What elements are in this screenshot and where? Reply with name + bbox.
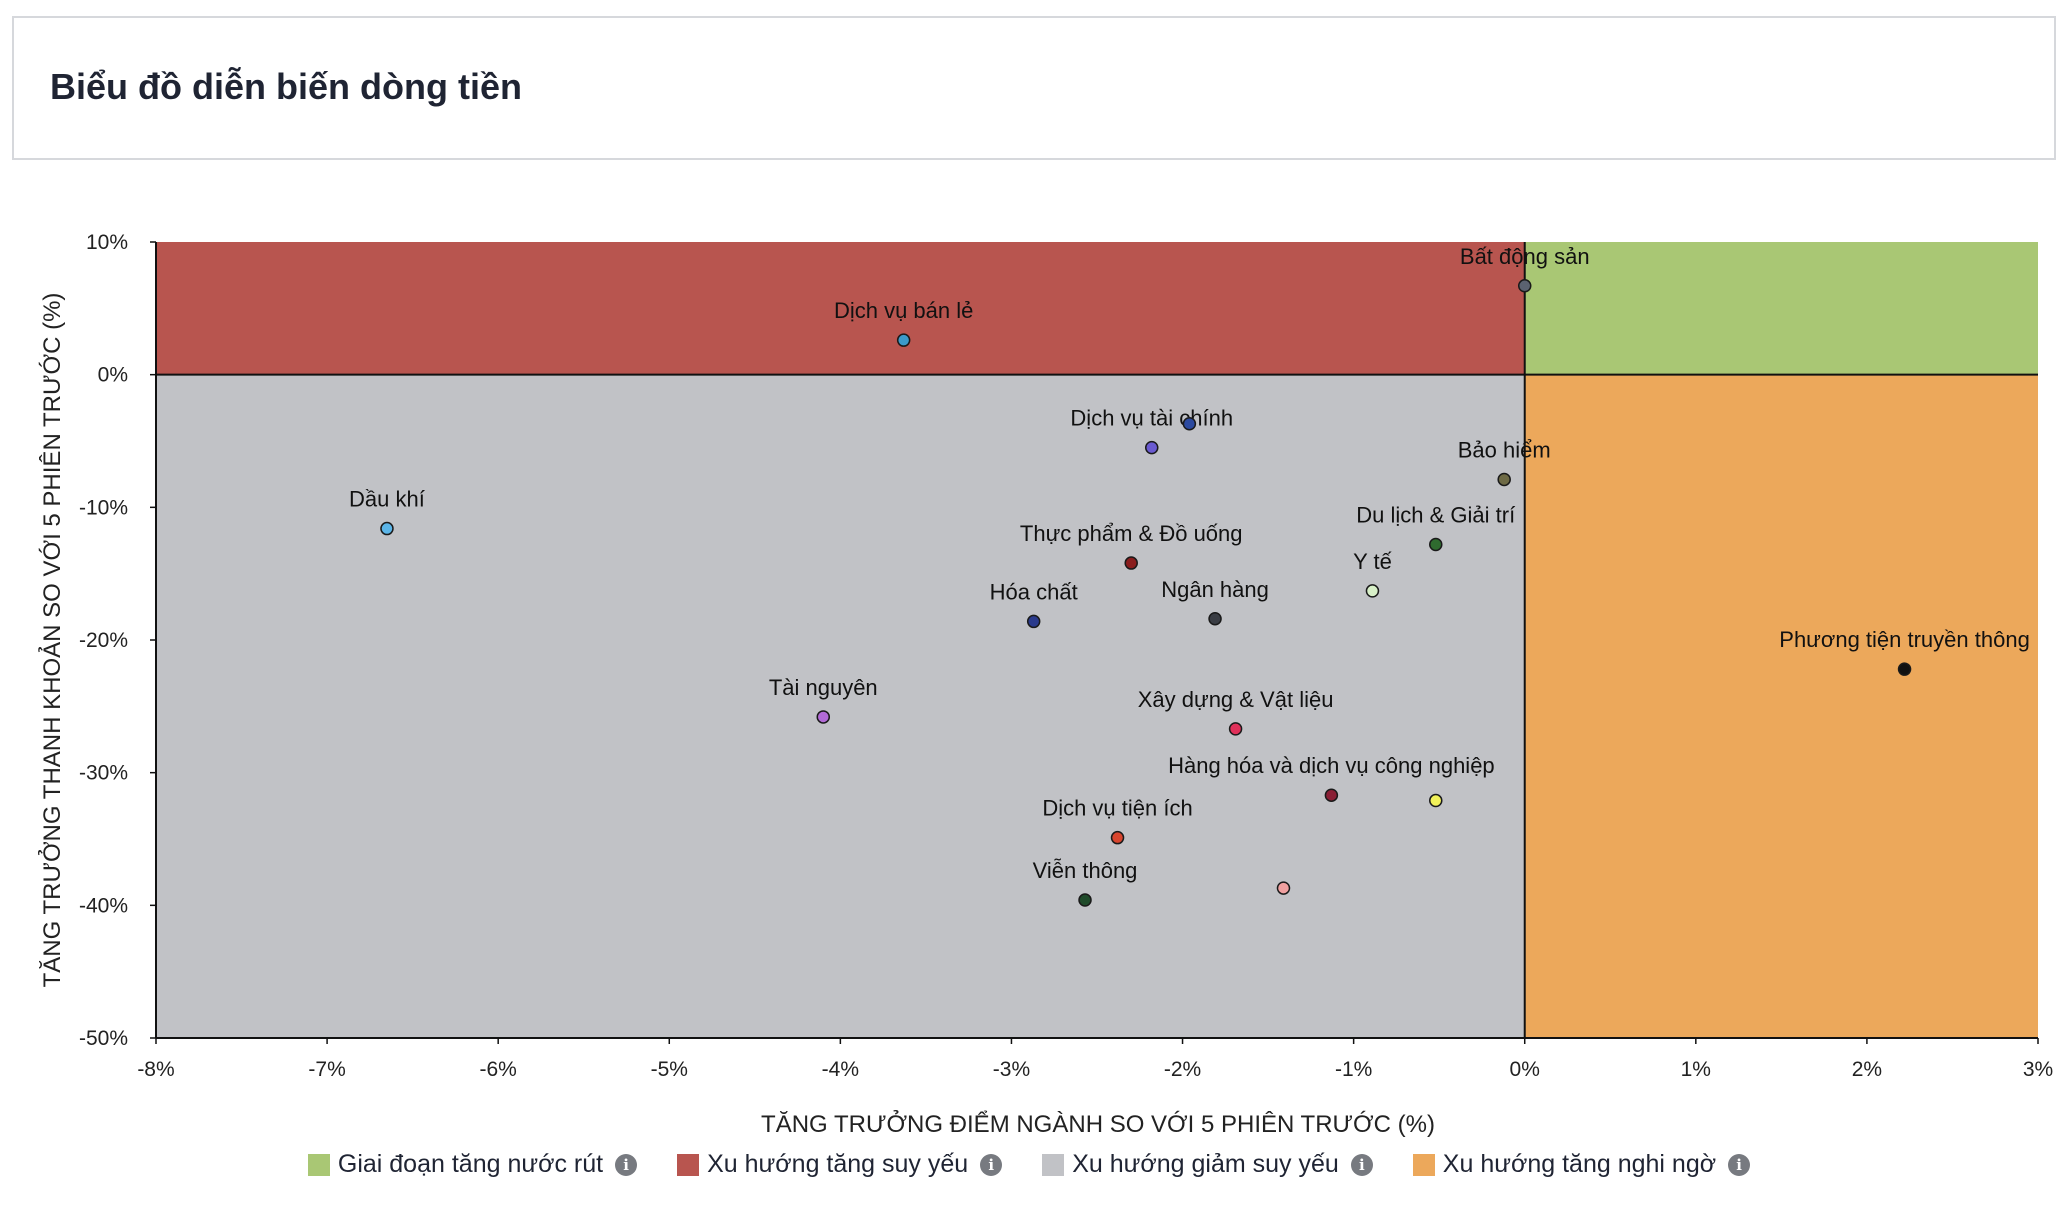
legend-item-sprint[interactable]: Giai đoạn tăng nước rút i	[307, 1150, 638, 1179]
money-flow-scatter-chart: 10% 0% -10% -20% -30% -40% -50% -8% -7% -6% -5% -4%…	[37, 231, 2053, 1138]
info-icon[interactable]: i	[1350, 1153, 1373, 1176]
data-point	[1182, 417, 1197, 431]
legend-item-doubtful-uptrend[interactable]: Xu hướng tăng nghi ngờ i	[1412, 1150, 1751, 1179]
data-point-label: Bất động sản	[1460, 244, 1590, 269]
legend-swatch	[1042, 1153, 1065, 1176]
y-tick-label: -20%	[79, 629, 128, 652]
y-tick-label: 0%	[98, 364, 128, 387]
legend-swatch	[1412, 1153, 1435, 1176]
x-tick-label: -2%	[1164, 1058, 1201, 1081]
legend-swatch	[307, 1153, 330, 1176]
x-tick-label: -5%	[651, 1058, 688, 1081]
data-point	[816, 710, 831, 724]
data-point	[1429, 537, 1443, 552]
x-tick-label: -1%	[1335, 1058, 1372, 1081]
data-point-label: Ngân hàng	[1161, 577, 1269, 602]
legend-label: Xu hướng giảm suy yếu	[1072, 1150, 1339, 1178]
data-point	[1026, 614, 1041, 629]
data-point	[1228, 722, 1243, 736]
data-point-label: Bảo hiểm	[1458, 437, 1551, 462]
info-icon[interactable]: i	[980, 1153, 1003, 1176]
info-icon[interactable]: i	[615, 1153, 638, 1176]
legend-item-weakening-downtrend[interactable]: Xu hướng giảm suy yếu i	[1042, 1150, 1373, 1179]
legend-label: Xu hướng tăng suy yếu	[707, 1150, 969, 1178]
data-point	[1110, 830, 1125, 845]
data-point-label: Du lịch & Giải trí	[1356, 502, 1515, 527]
legend-swatch	[677, 1153, 700, 1176]
legend-label: Xu hướng tăng nghi ngờ	[1442, 1150, 1717, 1178]
data-point-label: Xây dựng & Vật liệu	[1138, 687, 1334, 712]
x-tick-label: 1%	[1681, 1058, 1711, 1081]
data-point-label: Y tế	[1353, 549, 1392, 574]
data-point-label: Dịch vụ tài chính	[1070, 406, 1233, 431]
data-point-label: Dịch vụ bán lẻ	[834, 298, 973, 323]
x-tick-label: -7%	[308, 1058, 345, 1081]
data-point-label: Viễn thông	[1033, 858, 1138, 883]
y-tick-label: -40%	[79, 894, 128, 917]
data-point-label: Dầu khí	[349, 487, 425, 512]
x-tick-label: -6%	[480, 1058, 517, 1081]
data-point-label: Dịch vụ tiện ích	[1042, 796, 1192, 821]
data-point	[1276, 881, 1291, 895]
data-point	[1429, 793, 1443, 808]
data-point	[1208, 612, 1222, 626]
data-point-label: Phương tiện truyền thông	[1779, 627, 2030, 652]
data-point	[896, 333, 911, 347]
x-tick-label: 0%	[1510, 1058, 1540, 1081]
y-tick-label: -50%	[79, 1027, 128, 1050]
data-point	[1144, 440, 1159, 455]
data-point	[1517, 279, 1532, 293]
y-tick-label: -10%	[79, 496, 128, 519]
quadrant-1	[156, 242, 1525, 375]
chart-legend: Giai đoạn tăng nước rút i Xu hướng tăng …	[0, 1150, 2058, 1179]
legend-item-weakening-uptrend[interactable]: Xu hướng tăng suy yếu i	[677, 1150, 1003, 1179]
x-tick-label: -3%	[993, 1058, 1030, 1081]
x-tick-label: -4%	[822, 1058, 859, 1081]
data-point-label: Hàng hóa và dịch vụ công nghiệp	[1168, 753, 1495, 778]
data-points: Bất động sản Dịch vụ bán lẻ Dịch vụ tài ch…	[349, 244, 2030, 907]
quadrant-0	[1524, 242, 2038, 375]
quadrant-backgrounds	[156, 242, 2038, 1039]
data-point-label: Tài nguyên	[769, 675, 878, 700]
data-point	[1124, 556, 1138, 570]
y-tick-label: -30%	[79, 762, 128, 785]
legend-label: Giai đoạn tăng nước rút	[337, 1150, 604, 1178]
quadrant-3	[1524, 374, 2038, 1039]
y-axis-title: TĂNG TRƯỞNG THANH KHOẢN SO VỚI 5 PHIÊN T…	[37, 293, 66, 988]
chart-header-card: Biểu đồ diễn biến dòng tiền	[12, 16, 2056, 160]
x-axis-title: TĂNG TRƯỞNG ĐIỂM NGÀNH SO VỚI 5 PHIÊN TR…	[761, 1109, 1435, 1138]
y-tick-label: 10%	[86, 231, 128, 254]
data-point	[380, 521, 394, 536]
x-tick-label: 3%	[2023, 1058, 2053, 1081]
info-icon[interactable]: i	[1728, 1153, 1751, 1176]
chart-axes: 10% 0% -10% -20% -30% -40% -50% -8% -7% -6% -5% -4%…	[79, 231, 2053, 1081]
data-point	[1078, 893, 1092, 907]
data-point-label: Hóa chất	[990, 579, 1078, 604]
x-tick-label: -8%	[137, 1058, 174, 1081]
page-title: Biểu đồ diễn biến dòng tiền	[50, 66, 522, 107]
quadrant-2	[156, 374, 1525, 1039]
data-point	[1324, 788, 1339, 802]
x-tick-label: 2%	[1852, 1058, 1882, 1081]
data-point	[1365, 584, 1380, 598]
data-point	[1497, 472, 1511, 487]
data-point-label: Thực phẩm & Đồ uống	[1020, 521, 1243, 546]
data-point	[1897, 662, 1912, 676]
